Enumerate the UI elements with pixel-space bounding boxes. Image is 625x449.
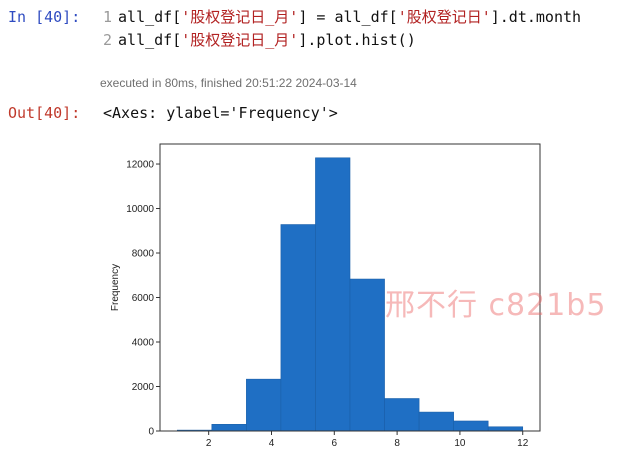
code-cell[interactable]: 1 all_df['股权登记日_月'] = all_df['股权登记日'].dt.…: [103, 6, 581, 52]
histogram-bar: [418, 411, 454, 432]
histogram-chart: 0 2000 4000 6000 8000 10000 12000 2 4 6 8 10 12 Fre…: [110, 143, 541, 449]
execution-info: executed in 80ms, finished 20:51:22 2024…: [100, 76, 357, 90]
plot-frame: [159, 143, 541, 432]
histogram-bar: [315, 157, 351, 432]
code-line: 1 all_df['股权登记日_月'] = all_df['股权登记日'].dt.…: [103, 6, 581, 29]
histogram-bar: [384, 398, 420, 432]
histogram-bar: [246, 378, 282, 432]
code-token: ].dt.month: [490, 8, 582, 26]
x-tick-label: 6: [332, 438, 338, 449]
code-token: all_df[: [118, 8, 182, 26]
code-string: '股权登记日': [397, 8, 491, 26]
x-tick-label: 8: [394, 438, 400, 449]
y-axis: 0 2000 4000 6000 8000 10000 12000: [126, 160, 160, 438]
output-repr: <Axes: ylabel='Frequency'>: [103, 104, 338, 122]
x-tick-label: 10: [454, 438, 466, 449]
histogram-bar: [280, 224, 316, 432]
x-tick-label: 12: [517, 438, 529, 449]
histogram-bar: [453, 420, 489, 432]
line-number: 1: [103, 8, 113, 26]
y-axis-label: Frequency: [110, 264, 121, 311]
x-tick-label: 4: [269, 438, 275, 449]
code-string: '股权登记日_月': [181, 31, 299, 49]
y-tick-label: 12000: [126, 160, 154, 171]
code-token: all_df[: [118, 31, 182, 49]
histogram-bar: [487, 426, 524, 432]
y-tick-label: 0: [148, 427, 154, 438]
x-axis: 2 4 6 8 10 12: [206, 431, 529, 449]
y-tick-label: 8000: [132, 249, 155, 260]
input-prompt: In [40]:: [8, 8, 81, 26]
x-tick-label: 2: [206, 438, 212, 449]
output-prompt: Out[40]:: [8, 104, 81, 122]
histogram-bar: [211, 424, 247, 432]
watermark: 邢不行 c821b5: [385, 288, 607, 323]
y-tick-label: 6000: [132, 293, 155, 304]
line-number: 2: [103, 31, 113, 49]
code-line: 2 all_df['股权登记日_月'].plot.hist(): [103, 29, 581, 52]
y-tick-label: 10000: [126, 204, 154, 215]
y-tick-label: 4000: [132, 338, 155, 349]
code-token: ].plot.hist(): [298, 31, 416, 49]
code-token: ] = all_df[: [298, 8, 398, 26]
histogram-bar: [349, 278, 385, 432]
y-tick-label: 2000: [132, 382, 155, 393]
histogram-bars: [176, 157, 524, 432]
code-string: '股权登记日_月': [181, 8, 299, 26]
